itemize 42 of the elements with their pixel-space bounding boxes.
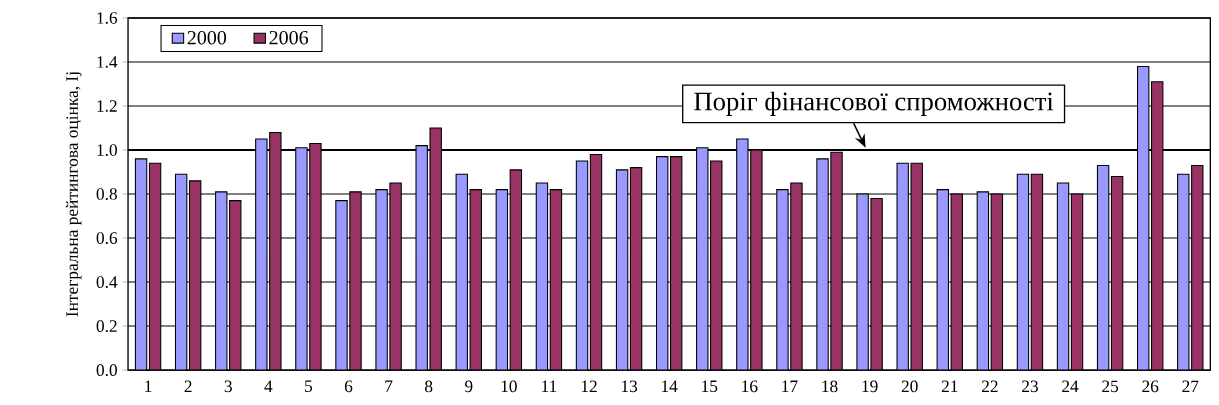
x-tick-label: 3 xyxy=(224,380,232,393)
x-tick-label: 16 xyxy=(742,380,758,393)
x-tick-label: 20 xyxy=(901,380,918,393)
y-tick-label: 0.6 xyxy=(96,232,118,244)
y-tick-label: 0.2 xyxy=(96,320,117,332)
x-tick-label: 1 xyxy=(145,380,152,392)
x-tick-label: 14 xyxy=(662,380,678,392)
x-tick-label: 7 xyxy=(385,380,393,392)
x-tick-label: 12 xyxy=(581,380,597,392)
x-tick-label: 15 xyxy=(702,380,718,393)
bar xyxy=(335,200,348,371)
y-tick-label: 1.4 xyxy=(97,56,118,68)
y-axis-title: Інтегральна рейтингова оцінка, Іj xyxy=(65,72,82,317)
bar xyxy=(349,191,362,371)
legend-label: 2000 xyxy=(187,30,227,45)
x-tick-label: 6 xyxy=(344,380,353,393)
x-tick-label: 22 xyxy=(981,380,998,392)
y-tick-label: 1.0 xyxy=(97,144,117,156)
x-tick-label: 19 xyxy=(862,380,878,393)
x-tick-label: 13 xyxy=(621,380,638,393)
x-tick-label: 27 xyxy=(1182,380,1199,392)
legend-label: 2006 xyxy=(269,30,309,45)
x-tick-label: 24 xyxy=(1062,380,1079,392)
x-tick-label: 25 xyxy=(1102,380,1119,393)
y-tick-label: 0.8 xyxy=(96,188,117,200)
x-tick-label: 2 xyxy=(184,380,192,392)
y-tick-label: 0.4 xyxy=(96,276,118,288)
x-tick-label: 5 xyxy=(305,380,313,392)
y-tick-label: 1.6 xyxy=(97,12,118,24)
x-tick-label: 21 xyxy=(941,380,958,392)
x-tick-label: 26 xyxy=(1142,380,1159,393)
ref-line-label: Поріг фінансової спроможності xyxy=(694,91,1054,116)
x-tick-label: 23 xyxy=(1022,380,1038,393)
y-tick-label: 0.0 xyxy=(96,364,117,376)
y-tick-label: 1.2 xyxy=(97,100,117,112)
x-tick-label: 4 xyxy=(264,380,273,392)
x-tick-label: 18 xyxy=(822,380,838,393)
x-tick-label: 8 xyxy=(425,380,433,393)
x-tick-label: 17 xyxy=(782,380,798,392)
x-tick-label: 11 xyxy=(542,380,557,392)
x-tick-label: 10 xyxy=(501,380,517,393)
x-tick-label: 9 xyxy=(464,380,473,393)
